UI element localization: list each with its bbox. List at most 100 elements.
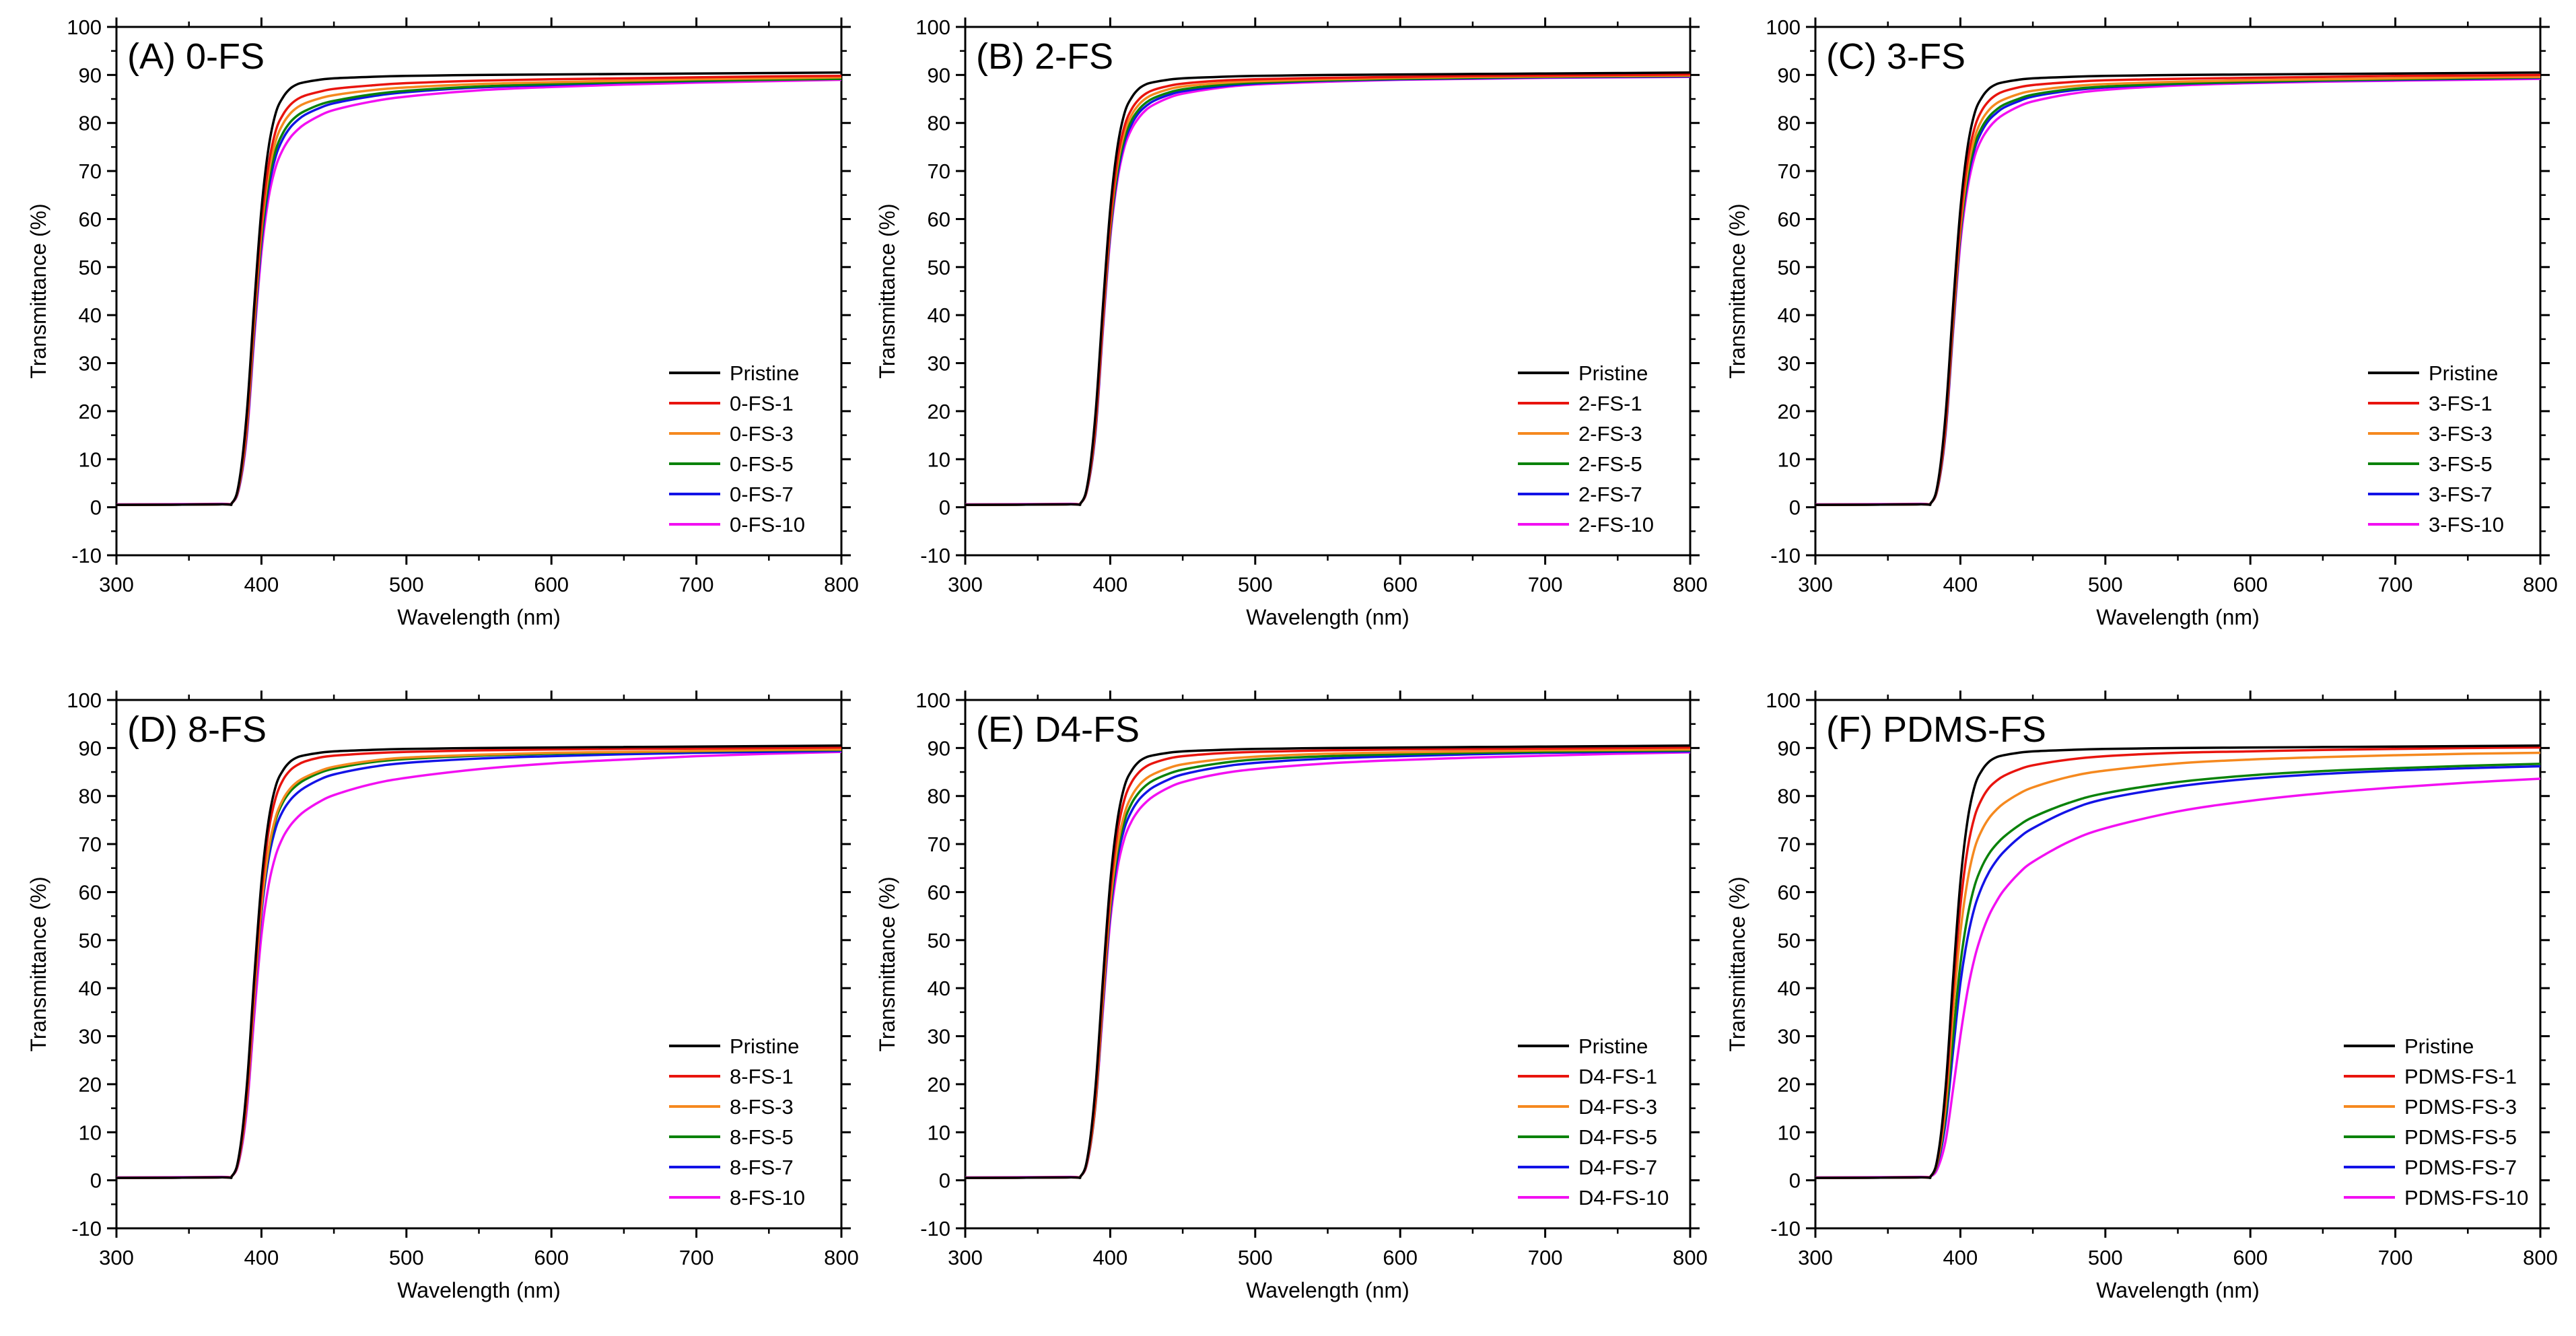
legend-label: Pristine bbox=[730, 1034, 799, 1058]
y-tick-label: 60 bbox=[928, 207, 950, 231]
panel-e: 300 400 500 600 700 800 -10 0 10 20 30 40 50 60 70 80 90… bbox=[875, 689, 1708, 1302]
legend-label: 3-FS-3 bbox=[2429, 422, 2493, 446]
series-line-pristine bbox=[965, 71, 1691, 506]
legend-label: 3-FS-10 bbox=[2429, 513, 2504, 536]
series-line-pristine bbox=[1815, 744, 2541, 1179]
x-tick-label: 600 bbox=[1383, 573, 1418, 596]
y-tick-label: 60 bbox=[928, 880, 950, 904]
y-tick-label: 80 bbox=[928, 112, 950, 135]
legend-label: 3-FS-7 bbox=[2429, 483, 2493, 506]
legend-label: 8-FS-5 bbox=[730, 1125, 794, 1149]
x-axis-label: Wavelength (nm) bbox=[397, 1278, 560, 1302]
y-tick-label: 30 bbox=[1778, 1025, 1801, 1049]
legend-label: 8-FS-3 bbox=[730, 1095, 794, 1119]
x-tick-label: 400 bbox=[1093, 573, 1128, 596]
y-tick-label: 70 bbox=[79, 160, 102, 183]
x-tick-label: 700 bbox=[1528, 573, 1563, 596]
x-tick-label: 600 bbox=[2233, 1246, 2268, 1269]
legend: Pristine PDMS-FS-1 PDMS-FS-3 PDMS-FS-5 PDMS-… bbox=[2344, 1034, 2528, 1209]
legend-label: D4-FS-3 bbox=[1578, 1095, 1657, 1119]
series-line-pristine bbox=[965, 744, 1691, 1179]
panel-f: 300 400 500 600 700 800 -10 0 10 20 30 40 50 60 70 80 90… bbox=[1725, 689, 2558, 1302]
y-tick-label: 10 bbox=[1778, 1121, 1801, 1144]
y-tick-label: 90 bbox=[1778, 736, 1801, 760]
legend-label: 0-FS-7 bbox=[730, 483, 794, 506]
y-tick-label: 0 bbox=[939, 496, 950, 520]
series-line-pristine bbox=[116, 71, 842, 506]
y-tick-label: 70 bbox=[1778, 160, 1801, 183]
y-axis-label: Transmittance (%) bbox=[1725, 876, 1749, 1051]
legend-label: 0-FS-3 bbox=[730, 422, 794, 446]
y-tick-label: 80 bbox=[79, 785, 102, 808]
x-tick-label: 300 bbox=[1798, 573, 1833, 596]
y-tick-label: 60 bbox=[79, 880, 102, 904]
y-tick-label: 30 bbox=[1778, 352, 1801, 376]
x-tick-label: 500 bbox=[2088, 573, 2123, 596]
plot-frame bbox=[115, 699, 843, 1230]
legend-label: 8-FS-10 bbox=[730, 1186, 805, 1209]
x-tick-label: 300 bbox=[99, 1246, 134, 1269]
x-tick-label: 500 bbox=[1238, 573, 1273, 596]
x-axis-label: Wavelength (nm) bbox=[397, 605, 560, 629]
panel-a: 300 400 500 600 700 800 -10 0 10 20 30 40 50 60 70 80 90… bbox=[26, 15, 859, 629]
x-tick-label: 300 bbox=[99, 573, 134, 596]
x-tick-label: 600 bbox=[1383, 1246, 1418, 1269]
y-tick-label: 40 bbox=[79, 977, 102, 1000]
plot-frame bbox=[964, 26, 1692, 557]
x-tick-label: 800 bbox=[1673, 1246, 1708, 1269]
panel-title: (A) 0-FS bbox=[127, 36, 265, 77]
y-tick-label: -10 bbox=[71, 544, 102, 567]
y-tick-label: -10 bbox=[920, 1217, 950, 1240]
y-tick-label: 40 bbox=[1778, 977, 1801, 1000]
legend-label: PDMS-FS-3 bbox=[2404, 1095, 2517, 1119]
y-tick-label: 90 bbox=[79, 63, 102, 87]
panel-b: 300 400 500 600 700 800 -10 0 10 20 30 40 50 60 70 80 90… bbox=[875, 15, 1708, 629]
legend-label: 0-FS-5 bbox=[730, 452, 794, 476]
y-tick-label: 50 bbox=[1778, 256, 1801, 279]
x-tick-label: 700 bbox=[679, 573, 714, 596]
y-tick-label: 70 bbox=[79, 833, 102, 856]
y-tick-label: 0 bbox=[90, 1169, 102, 1193]
y-tick-label: 0 bbox=[90, 496, 102, 520]
y-axis-label: Transmittance (%) bbox=[26, 203, 50, 378]
legend: Pristine 2-FS-1 2-FS-3 2-FS-5 2-FS-7 2-FS-10 bbox=[1518, 361, 1654, 536]
x-tick-label: 500 bbox=[389, 573, 424, 596]
panel-title: (F) PDMS-FS bbox=[1826, 709, 2046, 750]
y-tick-label: 90 bbox=[79, 736, 102, 760]
y-tick-label: 0 bbox=[1789, 496, 1801, 520]
y-tick-label: -10 bbox=[71, 1217, 102, 1240]
x-tick-label: 300 bbox=[948, 1246, 983, 1269]
y-tick-label: 30 bbox=[79, 1025, 102, 1049]
plot-frame bbox=[1814, 26, 2542, 557]
legend-label: 3-FS-5 bbox=[2429, 452, 2493, 476]
x-tick-label: 800 bbox=[824, 573, 859, 596]
panel-title: (D) 8-FS bbox=[127, 709, 267, 750]
y-tick-label: 100 bbox=[1766, 689, 1801, 712]
x-tick-label: 400 bbox=[1943, 1246, 1978, 1269]
x-tick-label: 800 bbox=[824, 1246, 859, 1269]
legend-label: Pristine bbox=[1578, 1034, 1648, 1058]
y-tick-label: -10 bbox=[1770, 544, 1801, 567]
y-tick-label: 10 bbox=[928, 448, 950, 471]
y-tick-label: 70 bbox=[928, 160, 950, 183]
y-tick-label: 100 bbox=[67, 689, 102, 712]
y-axis-label: Transmittance (%) bbox=[1725, 203, 1749, 378]
legend-label: 3-FS-1 bbox=[2429, 392, 2493, 415]
y-tick-label: 20 bbox=[79, 1073, 102, 1096]
y-tick-label: 70 bbox=[928, 833, 950, 856]
x-tick-label: 400 bbox=[244, 1246, 279, 1269]
x-tick-label: 400 bbox=[1943, 573, 1978, 596]
y-tick-label: 80 bbox=[928, 785, 950, 808]
legend-label: 2-FS-7 bbox=[1578, 483, 1642, 506]
x-tick-label: 400 bbox=[1093, 1246, 1128, 1269]
panel-d: 300 400 500 600 700 800 -10 0 10 20 30 40 50 60 70 80 90… bbox=[26, 689, 859, 1302]
y-tick-label: 30 bbox=[928, 352, 950, 376]
y-tick-label: 60 bbox=[1778, 880, 1801, 904]
legend-label: Pristine bbox=[2429, 361, 2498, 385]
x-tick-label: 600 bbox=[534, 573, 569, 596]
x-axis-label: Wavelength (nm) bbox=[2096, 605, 2259, 629]
legend-label: PDMS-FS-1 bbox=[2404, 1065, 2517, 1088]
x-tick-label: 700 bbox=[2378, 573, 2413, 596]
y-tick-label: 50 bbox=[79, 929, 102, 952]
